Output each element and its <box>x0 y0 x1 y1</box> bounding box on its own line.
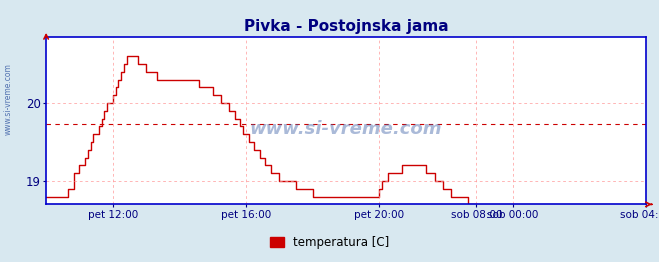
Text: www.si-vreme.com: www.si-vreme.com <box>250 120 442 138</box>
Legend: temperatura [C]: temperatura [C] <box>265 231 394 253</box>
Text: www.si-vreme.com: www.si-vreme.com <box>3 64 13 135</box>
Title: Pivka - Postojnska jama: Pivka - Postojnska jama <box>244 19 448 34</box>
